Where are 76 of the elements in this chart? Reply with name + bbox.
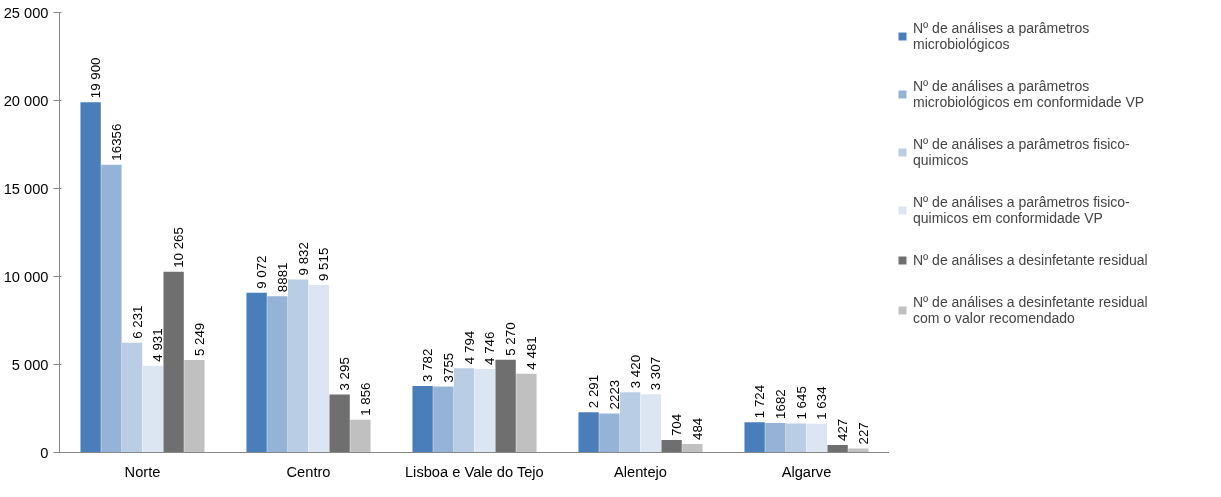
bar <box>599 413 620 453</box>
data-label: 1 724 <box>752 384 768 419</box>
data-label: 1 856 <box>357 382 373 416</box>
data-label: 5 270 <box>503 322 519 356</box>
data-label: 4 794 <box>461 330 477 365</box>
data-label: 1682 <box>772 389 788 419</box>
data-label: 3 307 <box>648 356 664 391</box>
bar <box>827 444 848 453</box>
data-label: 3 420 <box>627 354 643 389</box>
bar <box>682 443 703 453</box>
bar <box>806 423 828 453</box>
legend-label: Nº de análises a desinfetante residual <box>913 252 1148 268</box>
bar <box>412 385 433 453</box>
data-label: 9 515 <box>316 247 332 282</box>
y-tick-label: 25 000 <box>3 4 49 21</box>
data-label: 704 <box>669 413 685 437</box>
bar <box>287 279 309 453</box>
y-tick-label: 10 000 <box>3 268 49 285</box>
data-label: 4 746 <box>482 331 498 365</box>
data-label: 2 291 <box>586 374 602 409</box>
data-label: 3 295 <box>337 357 353 391</box>
y-tick-label: 15 000 <box>3 180 49 197</box>
bar <box>246 292 267 453</box>
data-label: 6 231 <box>129 305 145 339</box>
data-label: 484 <box>689 417 705 440</box>
legend-label: Nº de análises a parâmetros microbiológicos <box>913 20 1090 52</box>
data-label: 19 900 <box>88 57 104 99</box>
y-tick-label: 5 000 <box>11 356 49 373</box>
data-label: 3755 <box>440 352 456 383</box>
y-tick-label: 0 <box>40 444 49 461</box>
bar <box>765 422 786 453</box>
data-label: 8881 <box>274 262 290 293</box>
data-label: 9 072 <box>254 255 270 289</box>
bar <box>640 394 662 453</box>
legend-label: Nº de análises a parâmetros fisico-quimicos em conformidade VP <box>913 194 1130 226</box>
data-label: 227 <box>855 422 871 445</box>
bar <box>142 365 164 453</box>
x-tick-label: Lisboa e Vale do Tejo <box>404 463 544 480</box>
bar <box>101 164 122 453</box>
bar <box>619 392 641 453</box>
bar <box>267 296 288 453</box>
data-label: 16356 <box>108 123 124 161</box>
data-label: 10 265 <box>171 227 187 268</box>
x-tick-label: Algarve <box>781 463 832 480</box>
x-tick-label: Norte <box>124 463 161 480</box>
data-label: 4 931 <box>150 328 166 362</box>
bar <box>184 360 205 453</box>
bar <box>578 412 599 453</box>
bar <box>495 359 516 453</box>
legend-label: Nº de análises a parâmetros fisico-quimicos <box>913 136 1130 168</box>
data-label: 9 832 <box>295 242 311 276</box>
bar <box>433 386 454 453</box>
bar <box>474 368 496 453</box>
bar <box>744 422 765 453</box>
legend-label: Nº de análises a desinfetante residual com o valor recomendado <box>913 294 1148 326</box>
data-label: 5 249 <box>191 322 207 357</box>
data-label: 2223 <box>606 379 622 410</box>
legend-label: Nº de análises a parâmetros microbiológicos em conformidade VP <box>913 78 1145 110</box>
data-label: 1 634 <box>814 385 830 420</box>
bar <box>661 440 682 453</box>
bar <box>329 394 350 453</box>
bar <box>163 271 184 453</box>
bar <box>516 373 537 453</box>
bar <box>350 419 371 453</box>
data-label: 3 782 <box>420 348 436 382</box>
y-tick-label: 20 000 <box>3 92 49 109</box>
bar <box>453 368 475 453</box>
x-tick-label: Alentejo <box>614 463 667 480</box>
bar <box>121 342 143 453</box>
bar <box>785 423 807 453</box>
data-label: 4 481 <box>523 336 539 370</box>
data-label: 1 645 <box>793 386 809 420</box>
x-tick-label: Centro <box>286 463 331 480</box>
bar <box>308 285 330 453</box>
bar <box>80 102 101 453</box>
data-label: 427 <box>835 418 851 441</box>
